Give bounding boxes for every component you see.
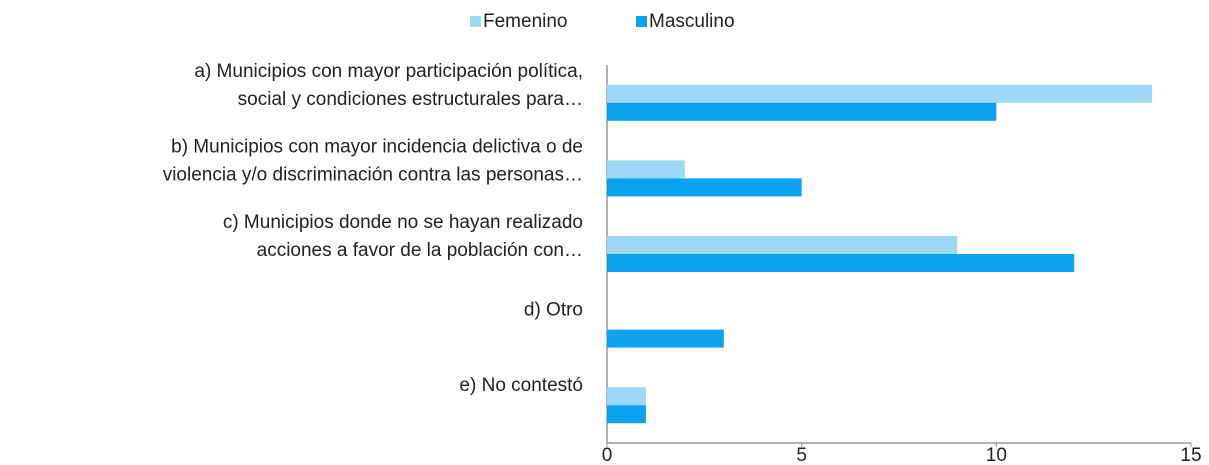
category-label: social y condiciones estructurales para…: [238, 89, 583, 110]
bar: [607, 254, 1075, 272]
bar: [607, 178, 802, 197]
x-tick-label: 0: [602, 445, 613, 465]
category-label: acciones a favor de la población con…: [257, 240, 583, 261]
category-label: e) No contestó: [459, 375, 583, 396]
category-label: a) Municipios con mayor participación po…: [194, 61, 583, 82]
bar: [607, 387, 646, 406]
legend-swatch: [470, 16, 481, 27]
bar: [607, 84, 1153, 103]
legend-swatch: [636, 16, 647, 27]
bar: [607, 405, 646, 424]
bar: [607, 160, 685, 179]
legend-label: Masculino: [649, 11, 735, 32]
bar: [607, 236, 958, 254]
category-label: violencia y/o discriminación contra las …: [163, 164, 583, 185]
category-label: c) Municipios donde no se hayan realizad…: [223, 212, 583, 233]
bar: [607, 102, 997, 121]
x-tick-label: 10: [986, 445, 1007, 465]
category-label: b) Municipios con mayor incidencia delic…: [171, 136, 583, 157]
category-label: d) Otro: [524, 300, 583, 321]
x-tick-label: 5: [796, 445, 807, 465]
x-tick-label: 15: [1180, 445, 1201, 465]
legend-label: Femenino: [483, 11, 568, 32]
bar: [607, 329, 724, 348]
